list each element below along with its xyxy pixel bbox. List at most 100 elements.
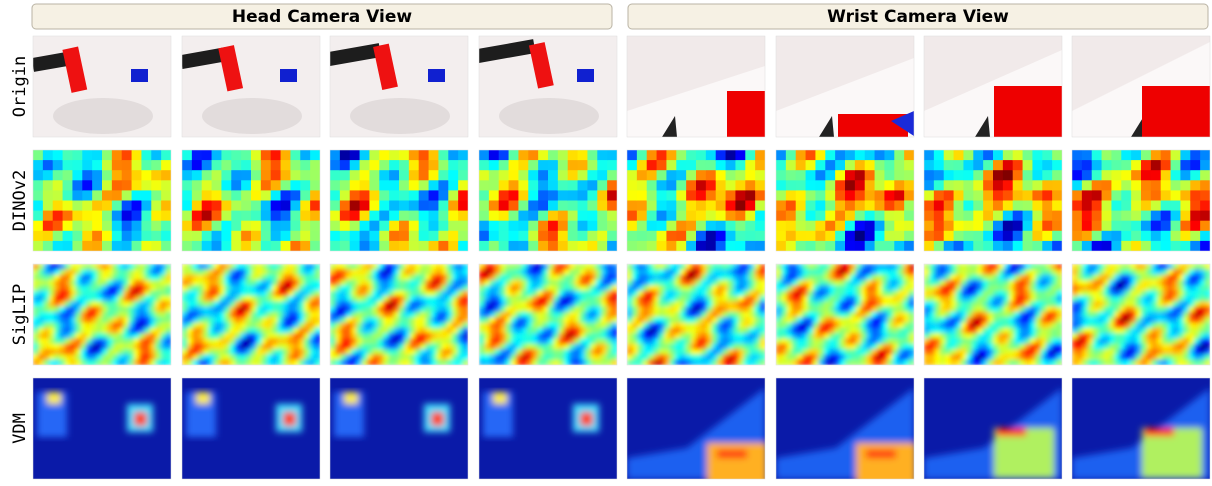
heat-cell	[860, 343, 867, 350]
heat-cell	[201, 220, 213, 232]
heat-cell	[961, 285, 968, 292]
heat-cell	[33, 359, 39, 365]
image-content	[479, 150, 617, 251]
heat-cell	[521, 354, 528, 361]
heat-cell	[876, 359, 883, 365]
heat-cell	[701, 333, 708, 340]
heat-cell	[356, 349, 363, 355]
heat-cell	[607, 160, 617, 171]
heat-cell	[96, 264, 103, 270]
heat-cell	[845, 301, 851, 308]
heat-cell	[489, 349, 496, 355]
heat-cell	[706, 264, 713, 270]
heat-cell	[850, 359, 857, 365]
heat-cell	[998, 285, 1005, 292]
heat-cell	[563, 306, 570, 313]
heat-cell	[611, 338, 617, 345]
heat-cell	[377, 333, 384, 340]
heat-cell	[611, 317, 617, 324]
heat-cell	[585, 338, 592, 345]
heat-cell	[197, 322, 204, 329]
heat-cell	[1098, 264, 1105, 270]
heat-cell	[548, 338, 554, 345]
heat-cell	[887, 290, 894, 297]
heat-cell	[636, 170, 648, 181]
heat-cell	[270, 190, 282, 202]
heat-cell	[722, 295, 729, 302]
heat-cell	[221, 180, 232, 191]
heat-cell	[1111, 170, 1122, 181]
heat-cell	[500, 290, 507, 297]
heat-cell	[929, 338, 936, 345]
heat-cell	[860, 333, 867, 340]
heat-cell	[1109, 301, 1116, 308]
heat-cell	[288, 301, 295, 308]
heat-cell	[701, 338, 708, 345]
heat-cell	[632, 343, 639, 350]
heat-cell	[945, 301, 952, 308]
heat-cell	[696, 343, 702, 350]
heat-cell	[882, 333, 889, 340]
heat-cell	[290, 210, 301, 222]
heat-cell	[111, 230, 123, 242]
heat-cell	[479, 333, 485, 340]
heat-cell	[993, 349, 999, 355]
heat-cell	[749, 349, 755, 355]
heat-cell	[498, 240, 510, 251]
heat-cell	[632, 264, 639, 270]
heat-cell	[648, 349, 655, 355]
heat-cell	[597, 180, 608, 191]
heat-cell	[658, 274, 665, 281]
shadow	[350, 98, 450, 134]
heat-cell	[585, 354, 592, 361]
heat-cell	[43, 269, 50, 276]
heat-cell	[963, 200, 974, 212]
heat-cell	[428, 200, 440, 212]
heat-cell	[537, 338, 544, 345]
heat-cell	[680, 359, 686, 365]
heat-cell	[685, 290, 692, 297]
heat-cell	[52, 210, 64, 222]
heat-cell	[409, 322, 416, 329]
heat-cell	[224, 269, 231, 276]
heat-cell	[500, 333, 507, 340]
heat-cell	[601, 301, 607, 308]
heat-cell	[1032, 230, 1043, 242]
heat-cell	[351, 285, 358, 292]
heat-cell	[542, 301, 549, 308]
heat-cell	[929, 301, 936, 308]
heat-cell	[701, 306, 708, 313]
heat-cell	[369, 170, 380, 181]
heat-cell	[674, 295, 681, 302]
heat-cell	[642, 338, 649, 345]
heat-cell	[825, 200, 836, 212]
heat-cell	[420, 274, 427, 281]
heat-cell	[379, 190, 390, 202]
heat-cell	[508, 220, 520, 232]
heat-cell	[855, 317, 862, 324]
heat-cell	[924, 322, 930, 329]
heat-cell	[359, 240, 371, 251]
heat-cell	[823, 317, 830, 324]
heat-cell	[155, 290, 161, 297]
heat-cell	[277, 322, 284, 329]
heat-cell	[648, 317, 655, 324]
heat-cell	[182, 160, 193, 171]
heat-cell	[537, 290, 544, 297]
heat-cell	[791, 295, 798, 302]
heat-cell	[452, 279, 458, 286]
heat-cell	[340, 306, 347, 313]
heat-cell	[59, 338, 66, 345]
heat-cell	[864, 240, 876, 251]
heat-cell	[685, 354, 692, 361]
heat-cell	[436, 269, 443, 276]
heat-cell	[685, 349, 692, 355]
heat-cell	[399, 306, 405, 313]
heat-cell	[112, 264, 119, 270]
heat-cell	[802, 301, 809, 308]
heat-cell	[574, 285, 581, 292]
heat-cell	[1003, 343, 1010, 350]
heat-cell	[377, 359, 384, 365]
heat-cell	[648, 279, 655, 286]
heat-cell	[597, 150, 608, 161]
